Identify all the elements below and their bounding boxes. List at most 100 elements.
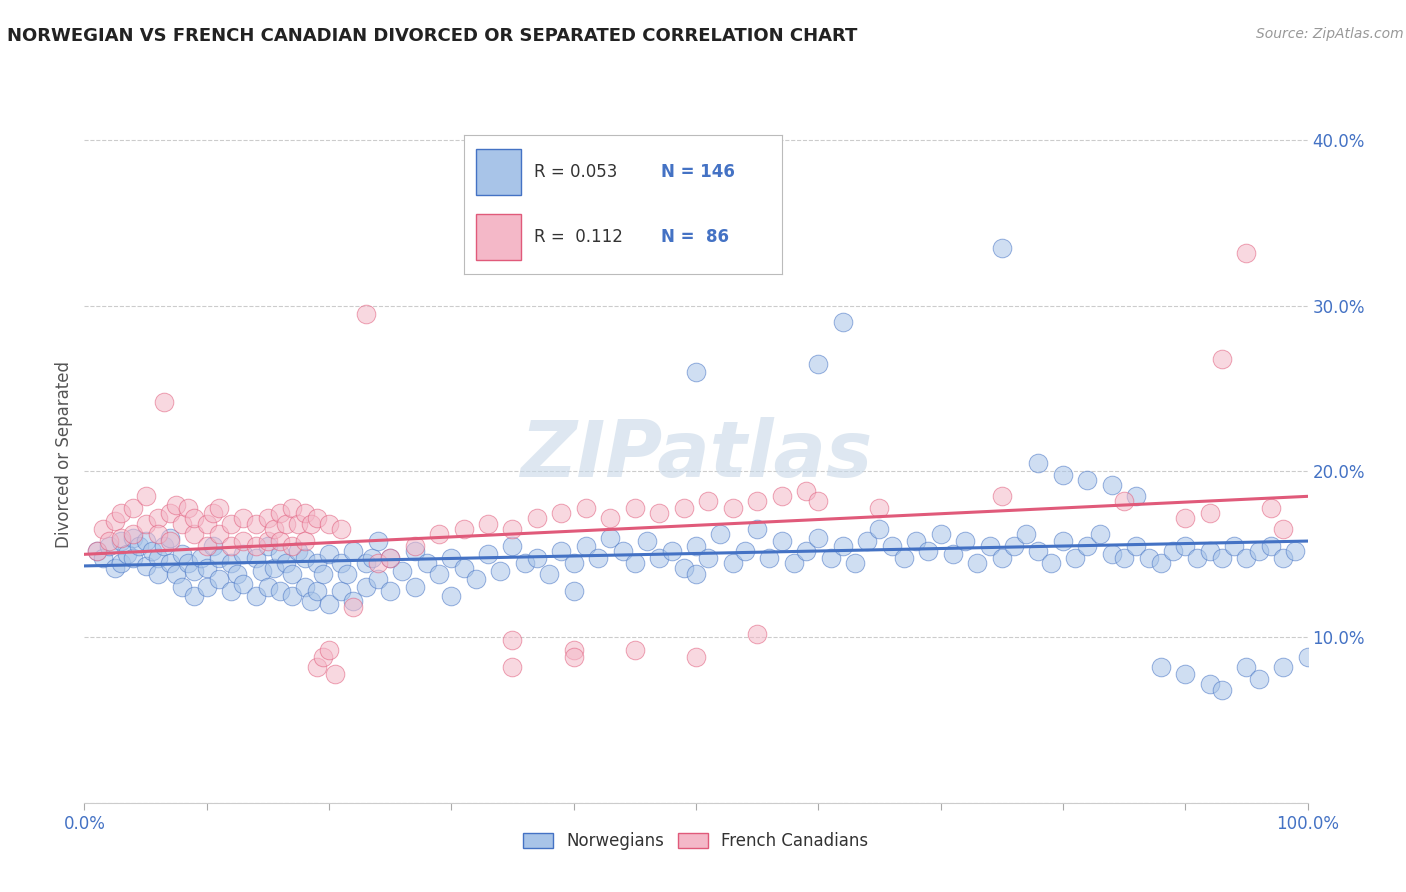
Point — [1272, 660, 1295, 674]
Point — [360, 550, 382, 565]
Point — [1125, 489, 1147, 503]
Point — [269, 547, 291, 561]
Point — [709, 527, 731, 541]
Point — [318, 517, 340, 532]
Point — [1211, 550, 1233, 565]
Point — [513, 556, 536, 570]
Point — [97, 539, 120, 553]
Point — [159, 534, 181, 549]
Text: NORWEGIAN VS FRENCH CANADIAN DIVORCED OR SEPARATED CORRELATION CHART: NORWEGIAN VS FRENCH CANADIAN DIVORCED OR… — [7, 27, 858, 45]
Point — [330, 556, 353, 570]
Point — [183, 589, 205, 603]
Point — [1114, 550, 1136, 565]
Point — [1137, 550, 1160, 565]
Point — [905, 534, 928, 549]
Point — [219, 517, 242, 532]
Point — [1272, 550, 1295, 565]
Point — [97, 534, 120, 549]
Point — [91, 523, 114, 537]
Point — [219, 556, 242, 570]
Point — [354, 556, 377, 570]
Point — [612, 544, 634, 558]
Point — [287, 544, 309, 558]
Point — [110, 531, 132, 545]
Point — [1114, 494, 1136, 508]
Point — [305, 556, 328, 570]
Point — [165, 498, 187, 512]
Point — [942, 547, 965, 561]
Point — [721, 500, 744, 515]
Point — [354, 307, 377, 321]
Point — [1052, 534, 1074, 549]
Point — [141, 544, 163, 558]
Point — [820, 550, 842, 565]
Point — [135, 558, 157, 573]
Point — [380, 550, 402, 565]
Point — [685, 567, 707, 582]
Point — [869, 523, 891, 537]
Point — [770, 489, 793, 503]
Point — [575, 539, 598, 553]
Point — [245, 517, 267, 532]
Point — [758, 550, 780, 565]
Point — [697, 550, 720, 565]
Point — [208, 527, 231, 541]
Point — [880, 539, 903, 553]
Point — [685, 650, 707, 665]
Point — [195, 581, 218, 595]
Point — [807, 357, 830, 371]
Point — [281, 567, 304, 582]
Point — [342, 593, 364, 607]
Point — [380, 583, 402, 598]
Point — [226, 567, 249, 582]
Point — [208, 500, 231, 515]
Point — [966, 556, 988, 570]
Point — [86, 544, 108, 558]
Point — [1052, 467, 1074, 482]
Point — [464, 572, 486, 586]
Point — [636, 534, 658, 549]
Y-axis label: Divorced or Separated: Divorced or Separated — [55, 361, 73, 549]
Point — [367, 572, 389, 586]
Point — [672, 500, 695, 515]
Point — [201, 506, 224, 520]
Point — [159, 556, 181, 570]
Point — [770, 534, 793, 549]
Point — [318, 547, 340, 561]
Point — [146, 511, 169, 525]
Point — [1161, 544, 1184, 558]
Point — [276, 556, 298, 570]
Point — [294, 506, 316, 520]
Point — [122, 527, 145, 541]
Point — [342, 544, 364, 558]
Point — [195, 539, 218, 553]
Point — [269, 534, 291, 549]
Point — [257, 534, 280, 549]
Point — [305, 583, 328, 598]
Point — [294, 534, 316, 549]
Point — [1198, 676, 1220, 690]
Point — [354, 581, 377, 595]
Point — [1247, 672, 1270, 686]
Point — [831, 539, 853, 553]
Point — [562, 643, 585, 657]
Point — [391, 564, 413, 578]
Text: ZIPatlas: ZIPatlas — [520, 417, 872, 493]
Point — [1236, 245, 1258, 260]
Point — [1198, 506, 1220, 520]
Point — [305, 511, 328, 525]
Point — [562, 556, 585, 570]
Point — [685, 539, 707, 553]
Point — [550, 544, 572, 558]
Point — [128, 539, 150, 553]
Point — [257, 539, 280, 553]
Point — [1211, 351, 1233, 366]
Point — [807, 494, 830, 508]
Point — [172, 581, 194, 595]
Point — [1260, 539, 1282, 553]
Point — [953, 534, 976, 549]
Point — [294, 550, 316, 565]
Point — [747, 627, 769, 641]
Point — [1260, 500, 1282, 515]
Point — [1028, 544, 1050, 558]
